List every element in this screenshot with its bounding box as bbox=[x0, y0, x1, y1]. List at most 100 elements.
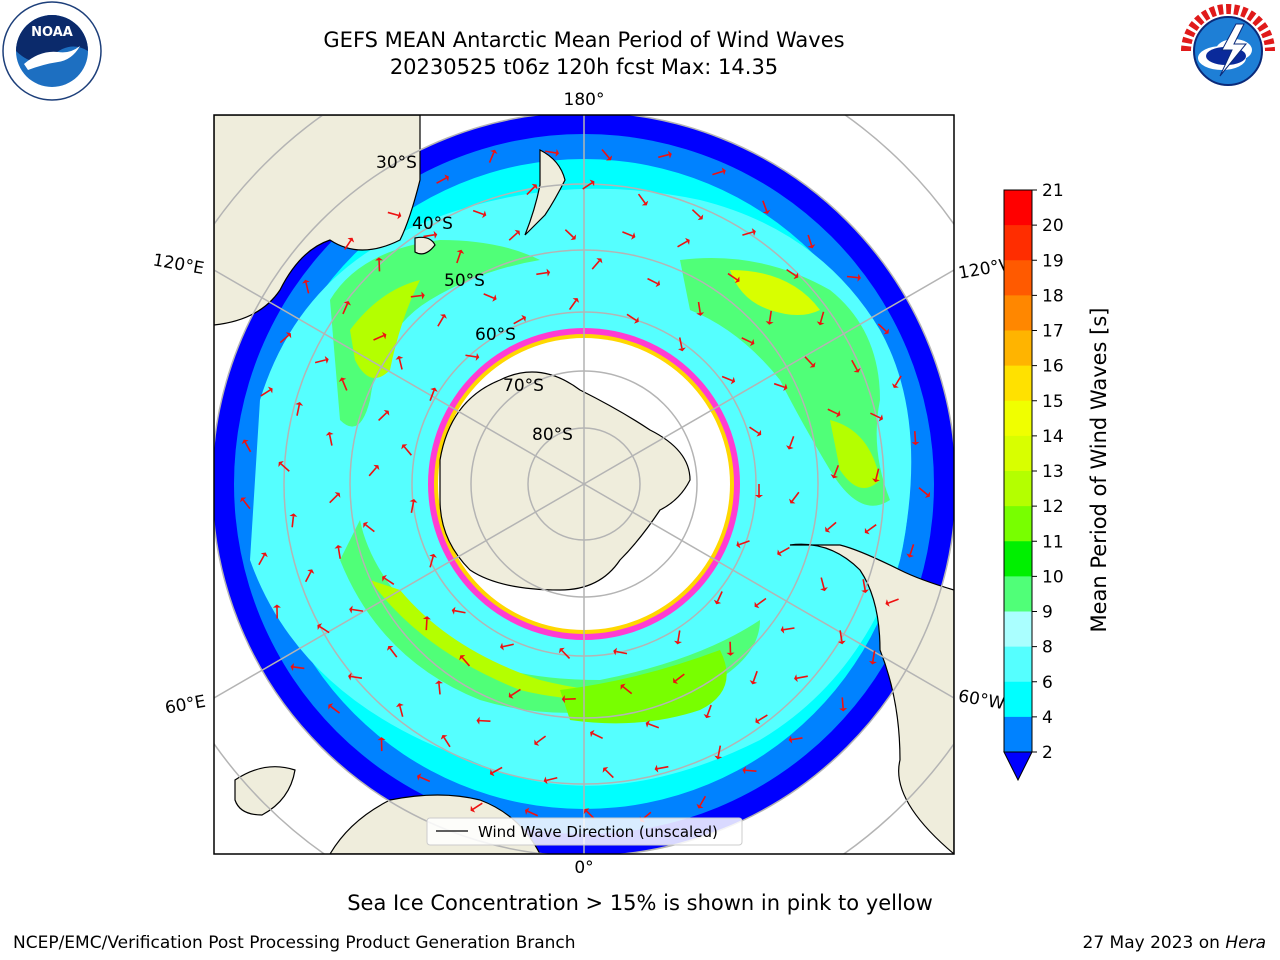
colorbar-tick-label: 20 bbox=[1042, 216, 1064, 236]
lon-label-180: 180° bbox=[564, 90, 605, 110]
map-area: 30°S 40°S 50°S 60°S 70°S 80°S Wind Wave … bbox=[214, 115, 954, 854]
wind-direction-arrow bbox=[749, 670, 758, 685]
wind-direction-arrow bbox=[526, 183, 538, 196]
land-masses bbox=[214, 115, 954, 854]
colorbar: 21 20 19 18 17 16 15 14 13 12 11 10 9 8 6 4 2 bbox=[1003, 181, 1064, 782]
wind-direction-arrow bbox=[677, 337, 686, 352]
wind-direction-arrow bbox=[289, 513, 298, 528]
wind-direction-arrow bbox=[820, 577, 828, 592]
colorbar-tick-label: 17 bbox=[1042, 322, 1064, 342]
wind-direction-arrow bbox=[338, 377, 348, 391]
wind-direction-arrow bbox=[645, 720, 660, 729]
wind-direction-arrow bbox=[870, 412, 883, 422]
wind-direction-arrow bbox=[417, 773, 431, 783]
tasmania bbox=[414, 236, 436, 255]
wind-direction-arrow bbox=[440, 734, 451, 748]
wind-direction-arrow bbox=[472, 209, 487, 219]
colorbar-segment bbox=[1004, 295, 1032, 331]
colorbar-tick-label: 6 bbox=[1042, 673, 1053, 693]
wind-direction-arrow bbox=[483, 293, 497, 302]
wind-direction-arrow bbox=[470, 802, 483, 813]
lon-label-0: 0° bbox=[574, 858, 593, 878]
wind-direction-arrow bbox=[258, 552, 268, 566]
australia bbox=[214, 115, 421, 326]
wind-direction-arrow bbox=[626, 313, 639, 324]
colorbar-segment bbox=[1004, 330, 1032, 367]
wind-direction-arrow bbox=[317, 623, 330, 634]
lon-label-60e: 60°E bbox=[163, 692, 207, 719]
wind-direction-arrow bbox=[349, 605, 364, 614]
madagascar bbox=[234, 766, 296, 816]
wind-direction-arrow bbox=[534, 735, 547, 746]
colorbar-segment bbox=[1004, 365, 1032, 402]
lat-label-70s: 70°S bbox=[503, 376, 544, 396]
wind-direction-arrow bbox=[423, 230, 438, 239]
wind-direction-arrow bbox=[295, 402, 304, 416]
wind-direction-arrow bbox=[545, 148, 560, 157]
colorbar-tick-label: 12 bbox=[1042, 497, 1064, 517]
wind-direction-arrow bbox=[713, 591, 723, 605]
wind-direction-arrow bbox=[290, 663, 305, 671]
wind-direction-arrow bbox=[476, 716, 491, 725]
colorbar-tick-label: 19 bbox=[1042, 251, 1064, 271]
colorbar-tick-label: 13 bbox=[1042, 462, 1064, 482]
wind-direction-arrow bbox=[673, 673, 685, 685]
wind-direction-arrow bbox=[378, 409, 390, 422]
wind-direction-arrow bbox=[807, 234, 816, 249]
wind-direction-arrow bbox=[754, 597, 767, 609]
south-america bbox=[789, 543, 954, 854]
wind-direction-arrow bbox=[325, 431, 334, 446]
wind-direction-arrow bbox=[658, 150, 672, 159]
wind-direction-arrow bbox=[906, 544, 915, 558]
wind-direction-arrow bbox=[861, 579, 870, 594]
wind-direction-arrow bbox=[334, 544, 343, 559]
colorbar-segment bbox=[1004, 435, 1032, 472]
wind-direction-arrow bbox=[654, 764, 669, 773]
colorbar-segment bbox=[1004, 646, 1032, 683]
wind-direction-arrow bbox=[825, 521, 837, 533]
wind-direction-arrow bbox=[816, 311, 825, 326]
wind-direction-arrow bbox=[703, 704, 712, 719]
wind-direction-arrow bbox=[436, 174, 449, 184]
colorbar-tick-label: 2 bbox=[1042, 743, 1053, 763]
colorbar-tick-label: 16 bbox=[1042, 357, 1064, 377]
wind-direction-arrow bbox=[637, 193, 649, 206]
wind-direction-arrow bbox=[536, 268, 551, 277]
wind-direction-arrow bbox=[382, 574, 395, 585]
wind-direction-arrow bbox=[459, 655, 471, 667]
wind-direction-arrow bbox=[712, 167, 726, 176]
colorbar-label: Mean Period of Wind Waves [s] bbox=[1087, 308, 1111, 633]
wind-direction-arrow bbox=[434, 680, 443, 695]
wind-direction-arrow bbox=[851, 359, 861, 373]
wind-direction-arrow bbox=[755, 714, 768, 725]
colorbar-tick-label: 18 bbox=[1042, 286, 1064, 306]
wind-direction-arrow bbox=[762, 200, 771, 214]
wind-direction-arrow bbox=[568, 298, 580, 311]
wind-direction-arrow bbox=[348, 672, 363, 681]
colorbar-tick-label: 14 bbox=[1042, 427, 1064, 447]
wind-direction-arrow bbox=[561, 695, 576, 704]
wind-direction-arrow bbox=[868, 650, 877, 665]
generation-date-text: 27 May 2023 on bbox=[1082, 933, 1226, 953]
wind-direction-arrow bbox=[830, 465, 840, 479]
wind-direction-arrow bbox=[741, 337, 755, 347]
wind-direction-arrow bbox=[500, 642, 514, 651]
sea-ice-note: Sea Ice Concentration > 15% is shown in … bbox=[347, 891, 933, 915]
wind-direction-arrow bbox=[373, 331, 387, 341]
wind-direction-arrow bbox=[777, 546, 790, 557]
wind-direction-arrow bbox=[422, 616, 431, 631]
wind-direction-arrow bbox=[508, 688, 521, 699]
wind-direction-arrow bbox=[437, 314, 447, 327]
wind-direction-arrow bbox=[278, 460, 290, 472]
wind-direction-arrow bbox=[488, 149, 498, 163]
map-frame bbox=[213, 114, 955, 855]
wind-direction-arrow bbox=[794, 674, 808, 683]
antarctica bbox=[439, 371, 691, 591]
wind-direction-arrow bbox=[410, 291, 425, 300]
wind-direction-arrow bbox=[377, 737, 386, 752]
colorbar-tick-label: 4 bbox=[1042, 708, 1053, 728]
wind-direction-arrow bbox=[456, 249, 465, 264]
wind-direction-arrow bbox=[677, 237, 690, 248]
wind-direction-arrow bbox=[885, 598, 899, 607]
